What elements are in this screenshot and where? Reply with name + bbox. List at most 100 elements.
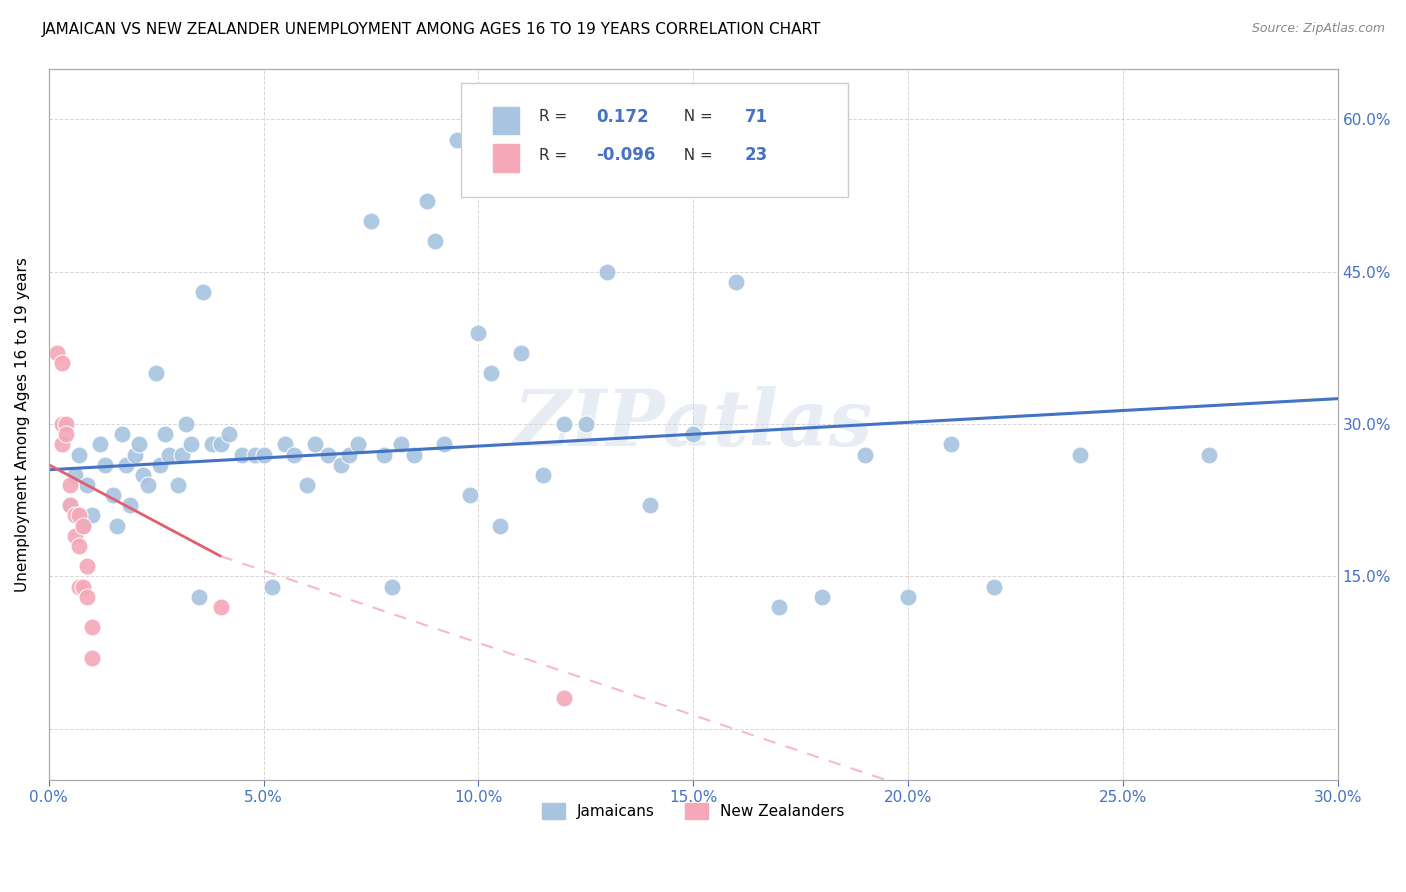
Point bbox=[446, 133, 468, 147]
Point bbox=[853, 448, 876, 462]
Point bbox=[983, 580, 1005, 594]
Point bbox=[51, 417, 73, 431]
Point bbox=[55, 417, 77, 431]
Point bbox=[231, 448, 253, 462]
Point bbox=[304, 437, 326, 451]
Point bbox=[1069, 448, 1091, 462]
Point bbox=[1198, 448, 1220, 462]
Point bbox=[339, 448, 361, 462]
Point bbox=[72, 580, 94, 594]
Point bbox=[107, 518, 129, 533]
Point bbox=[897, 590, 920, 604]
Point bbox=[510, 346, 533, 360]
Text: JAMAICAN VS NEW ZEALANDER UNEMPLOYMENT AMONG AGES 16 TO 19 YEARS CORRELATION CHA: JAMAICAN VS NEW ZEALANDER UNEMPLOYMENT A… bbox=[42, 22, 821, 37]
Point bbox=[531, 467, 554, 482]
Point bbox=[136, 478, 159, 492]
Point bbox=[553, 691, 575, 706]
Text: 0.172: 0.172 bbox=[596, 108, 650, 126]
Point bbox=[55, 427, 77, 442]
Point bbox=[252, 448, 274, 462]
Point bbox=[76, 590, 98, 604]
Point bbox=[373, 448, 395, 462]
FancyBboxPatch shape bbox=[494, 106, 519, 134]
FancyBboxPatch shape bbox=[494, 145, 519, 171]
Point bbox=[682, 427, 704, 442]
Point bbox=[72, 518, 94, 533]
Text: N =: N = bbox=[673, 148, 717, 162]
Point bbox=[416, 194, 439, 208]
Point bbox=[389, 437, 412, 451]
Point bbox=[59, 499, 82, 513]
Point bbox=[120, 499, 142, 513]
Point bbox=[262, 580, 284, 594]
FancyBboxPatch shape bbox=[461, 83, 848, 196]
Text: R =: R = bbox=[538, 148, 572, 162]
Point bbox=[67, 580, 90, 594]
Point bbox=[180, 437, 202, 451]
Point bbox=[111, 427, 134, 442]
Point bbox=[51, 356, 73, 370]
Text: Source: ZipAtlas.com: Source: ZipAtlas.com bbox=[1251, 22, 1385, 36]
Point bbox=[174, 417, 197, 431]
Point bbox=[188, 590, 211, 604]
Point bbox=[243, 448, 266, 462]
Point bbox=[316, 448, 339, 462]
Point bbox=[360, 214, 382, 228]
Point bbox=[93, 458, 115, 472]
Point bbox=[329, 458, 352, 472]
Point bbox=[63, 508, 86, 523]
Point bbox=[596, 265, 619, 279]
Point bbox=[67, 508, 90, 523]
Text: N =: N = bbox=[673, 110, 717, 124]
Point bbox=[149, 458, 172, 472]
Point bbox=[201, 437, 224, 451]
Point bbox=[153, 427, 176, 442]
Point bbox=[193, 285, 215, 299]
Point bbox=[145, 366, 167, 380]
Point bbox=[63, 529, 86, 543]
Point bbox=[295, 478, 318, 492]
Point bbox=[128, 437, 150, 451]
Point bbox=[811, 590, 834, 604]
Point bbox=[209, 437, 232, 451]
Text: ZIPatlas: ZIPatlas bbox=[513, 386, 873, 462]
Text: -0.096: -0.096 bbox=[596, 146, 657, 164]
Point bbox=[89, 437, 111, 451]
Text: 71: 71 bbox=[745, 108, 768, 126]
Point bbox=[80, 620, 103, 634]
Point bbox=[80, 508, 103, 523]
Y-axis label: Unemployment Among Ages 16 to 19 years: Unemployment Among Ages 16 to 19 years bbox=[15, 257, 30, 591]
Point bbox=[768, 599, 790, 614]
Point bbox=[59, 478, 82, 492]
Point bbox=[347, 437, 370, 451]
Point bbox=[939, 437, 962, 451]
Point bbox=[67, 539, 90, 553]
Point bbox=[157, 448, 180, 462]
Point bbox=[458, 488, 481, 502]
Point bbox=[433, 437, 456, 451]
Point bbox=[218, 427, 240, 442]
Point bbox=[132, 467, 155, 482]
Point bbox=[76, 478, 98, 492]
Point bbox=[209, 599, 232, 614]
Point bbox=[638, 499, 661, 513]
Point bbox=[51, 437, 73, 451]
Point bbox=[283, 448, 305, 462]
Legend: Jamaicans, New Zealanders: Jamaicans, New Zealanders bbox=[536, 797, 851, 825]
Point bbox=[67, 448, 90, 462]
Point bbox=[170, 448, 193, 462]
Point bbox=[725, 275, 748, 289]
Point bbox=[402, 448, 425, 462]
Point bbox=[425, 234, 447, 248]
Point bbox=[59, 499, 82, 513]
Text: R =: R = bbox=[538, 110, 576, 124]
Point bbox=[467, 326, 489, 340]
Point bbox=[553, 417, 575, 431]
Point bbox=[76, 559, 98, 574]
Point bbox=[63, 467, 86, 482]
Point bbox=[479, 366, 502, 380]
Point bbox=[46, 346, 69, 360]
Point bbox=[103, 488, 125, 502]
Point bbox=[166, 478, 188, 492]
Text: 23: 23 bbox=[745, 146, 768, 164]
